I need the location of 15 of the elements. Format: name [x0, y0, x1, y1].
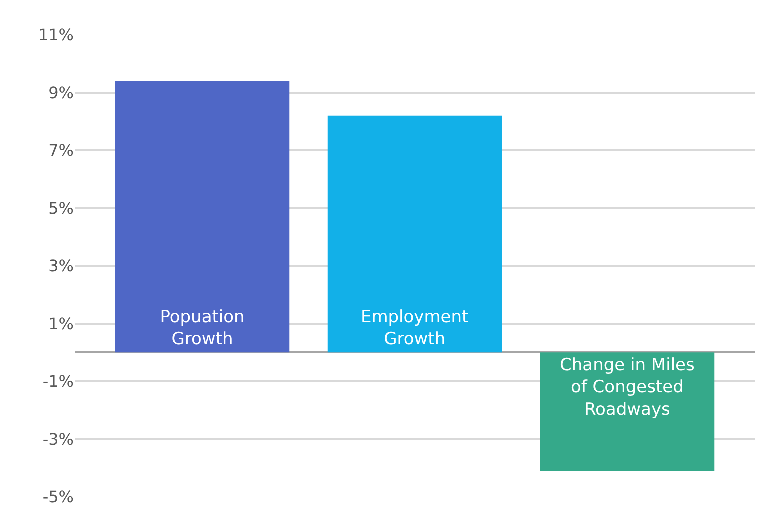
y-tick-label: -3% [42, 430, 74, 449]
bar [115, 81, 290, 353]
y-tick-label: 3% [48, 256, 74, 276]
x-tick-label: Employment Growth [360, 308, 470, 350]
y-tick-label: 9% [48, 83, 74, 102]
bar [328, 116, 502, 353]
y-tick-label: 7% [48, 141, 74, 160]
y-tick-label: -5% [42, 488, 74, 507]
y-tick-label: 5% [48, 198, 74, 218]
x-tick-label: Popuation Growth [160, 308, 245, 350]
y-tick-label: -1% [42, 372, 74, 392]
x-tick-label: Change in Miles of Congested Roadways [560, 356, 695, 420]
bar [540, 352, 715, 472]
y-tick-label: 1% [48, 314, 74, 334]
y-tick-label: 11% [38, 26, 74, 45]
